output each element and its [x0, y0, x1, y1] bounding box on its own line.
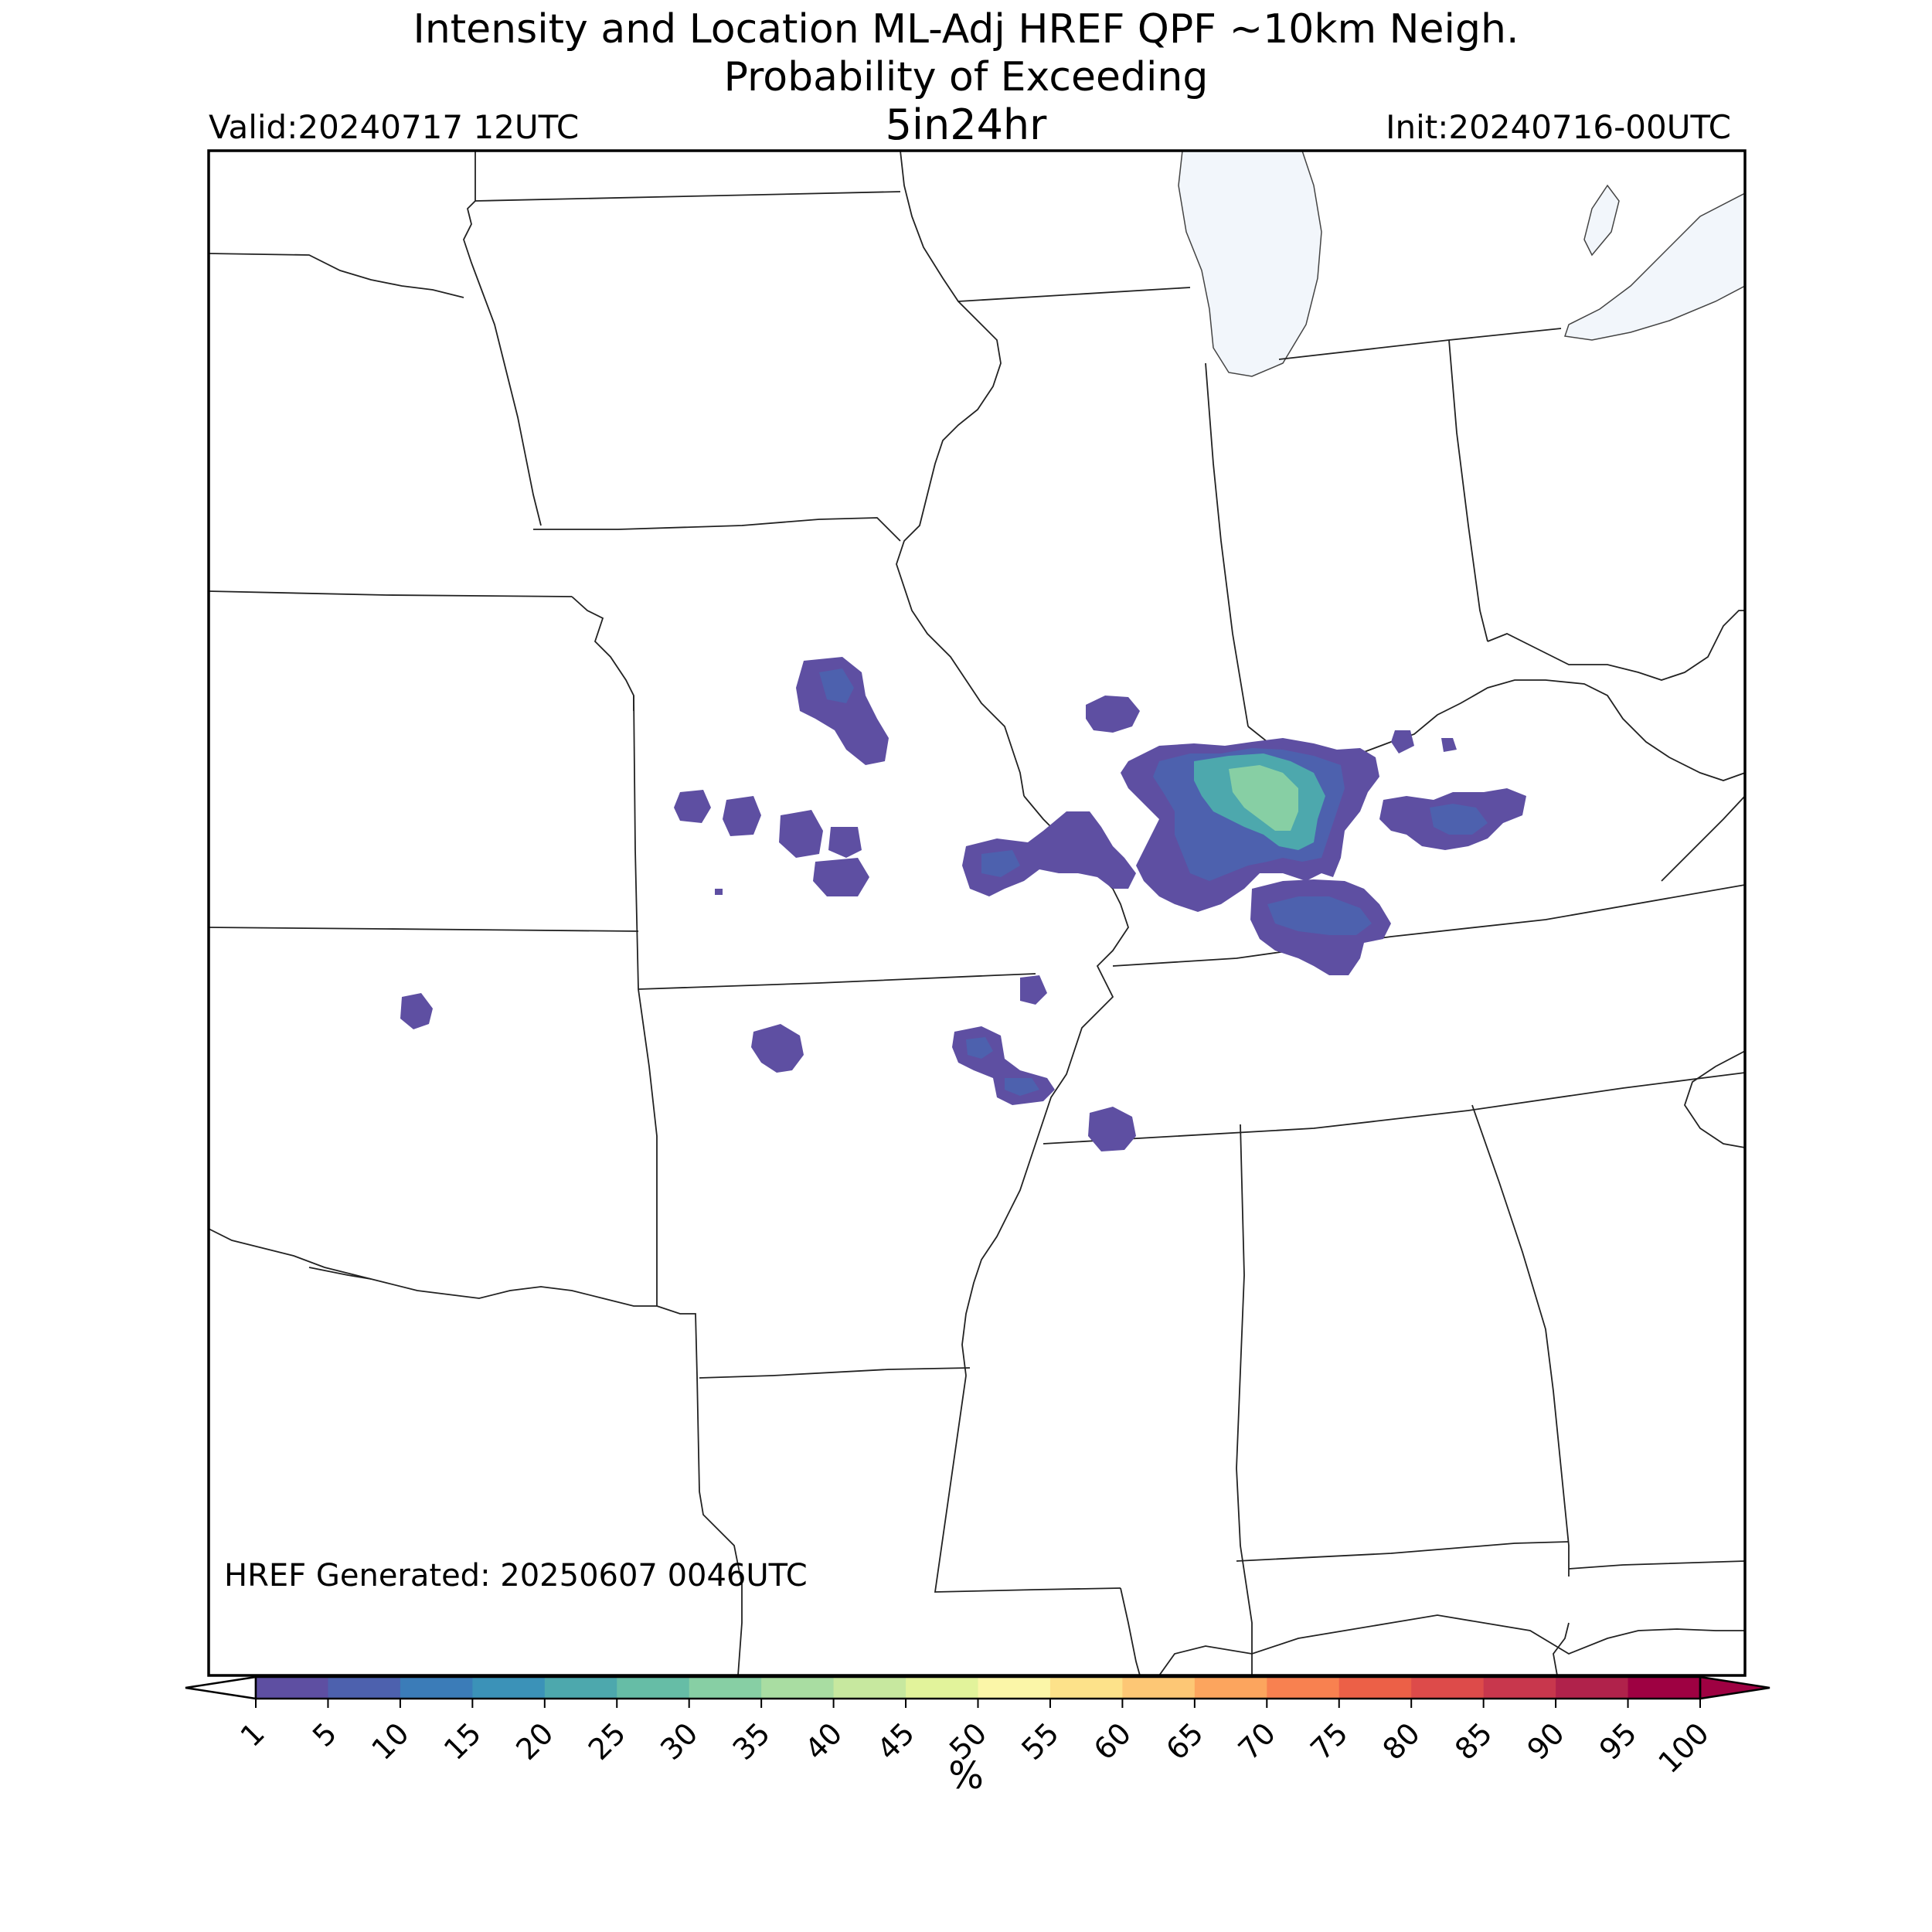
- chart-title-line-2: Probability of Exceeding: [723, 54, 1209, 100]
- colorbar-segment: [833, 1677, 906, 1699]
- blob-missouri-north: [796, 657, 889, 765]
- colorbar-segment: [544, 1677, 617, 1699]
- colorbar-segment: [689, 1677, 762, 1699]
- blob-arkansas: [751, 975, 1136, 1151]
- colorbar-segment: [761, 1677, 835, 1699]
- colorbar-segment: [1556, 1677, 1629, 1699]
- colorbar-tick-label: 5: [306, 1716, 343, 1753]
- blob-illinois-indiana-kentucky: [1086, 696, 1526, 912]
- colorbar-segment: [1049, 1677, 1123, 1699]
- map-frame: [207, 149, 1747, 1677]
- colorbar-segment: [1194, 1677, 1267, 1699]
- colorbar-segment: [1411, 1677, 1485, 1699]
- colorbar-segment: [328, 1677, 401, 1699]
- colorbar-segment: [1122, 1677, 1196, 1699]
- colorbar-segment: [906, 1677, 978, 1699]
- probability-blobs: [400, 657, 1526, 1151]
- colorbar-over-arrow: [1699, 1675, 1770, 1700]
- colorbar-segment: [400, 1677, 473, 1699]
- colorbar-segment: [256, 1677, 328, 1699]
- colorbar-segment: [1338, 1677, 1412, 1699]
- lake-erie-huron: [1564, 184, 1745, 341]
- valid-time-label: Valid:20240717 12UTC: [209, 108, 580, 146]
- state-borders: [209, 151, 1745, 1675]
- blob-oklahoma: [400, 993, 433, 1029]
- blob-missouri-east: [962, 811, 1136, 896]
- colorbar-segment: [978, 1677, 1051, 1699]
- colorbar-segment: [472, 1677, 546, 1699]
- colorbar-segments: [185, 1675, 1770, 1700]
- colorbar-segment: [617, 1677, 690, 1699]
- lake-michigan: [1178, 151, 1322, 377]
- init-time-label: Init:20240716-00UTC: [1386, 108, 1731, 146]
- blob-missouri-west: [674, 790, 869, 896]
- generated-timestamp: HREF Generated: 20250607 0046UTC: [224, 1558, 808, 1594]
- blob-kentucky-tennessee-border: [1250, 879, 1391, 975]
- colorbar-tick-label: 1: [234, 1716, 271, 1753]
- colorbar-segment: [1267, 1677, 1340, 1699]
- colorbar-segment: [1483, 1677, 1556, 1699]
- chart-title-line-1: Intensity and Location ML-Adj HREF QPF ~…: [413, 6, 1519, 53]
- chart-title-threshold: 5in24hr: [885, 100, 1047, 149]
- colorbar-segment: [1628, 1677, 1701, 1699]
- colorbar-unit-label: %: [948, 1754, 984, 1798]
- colorbar-under-arrow: [185, 1675, 257, 1700]
